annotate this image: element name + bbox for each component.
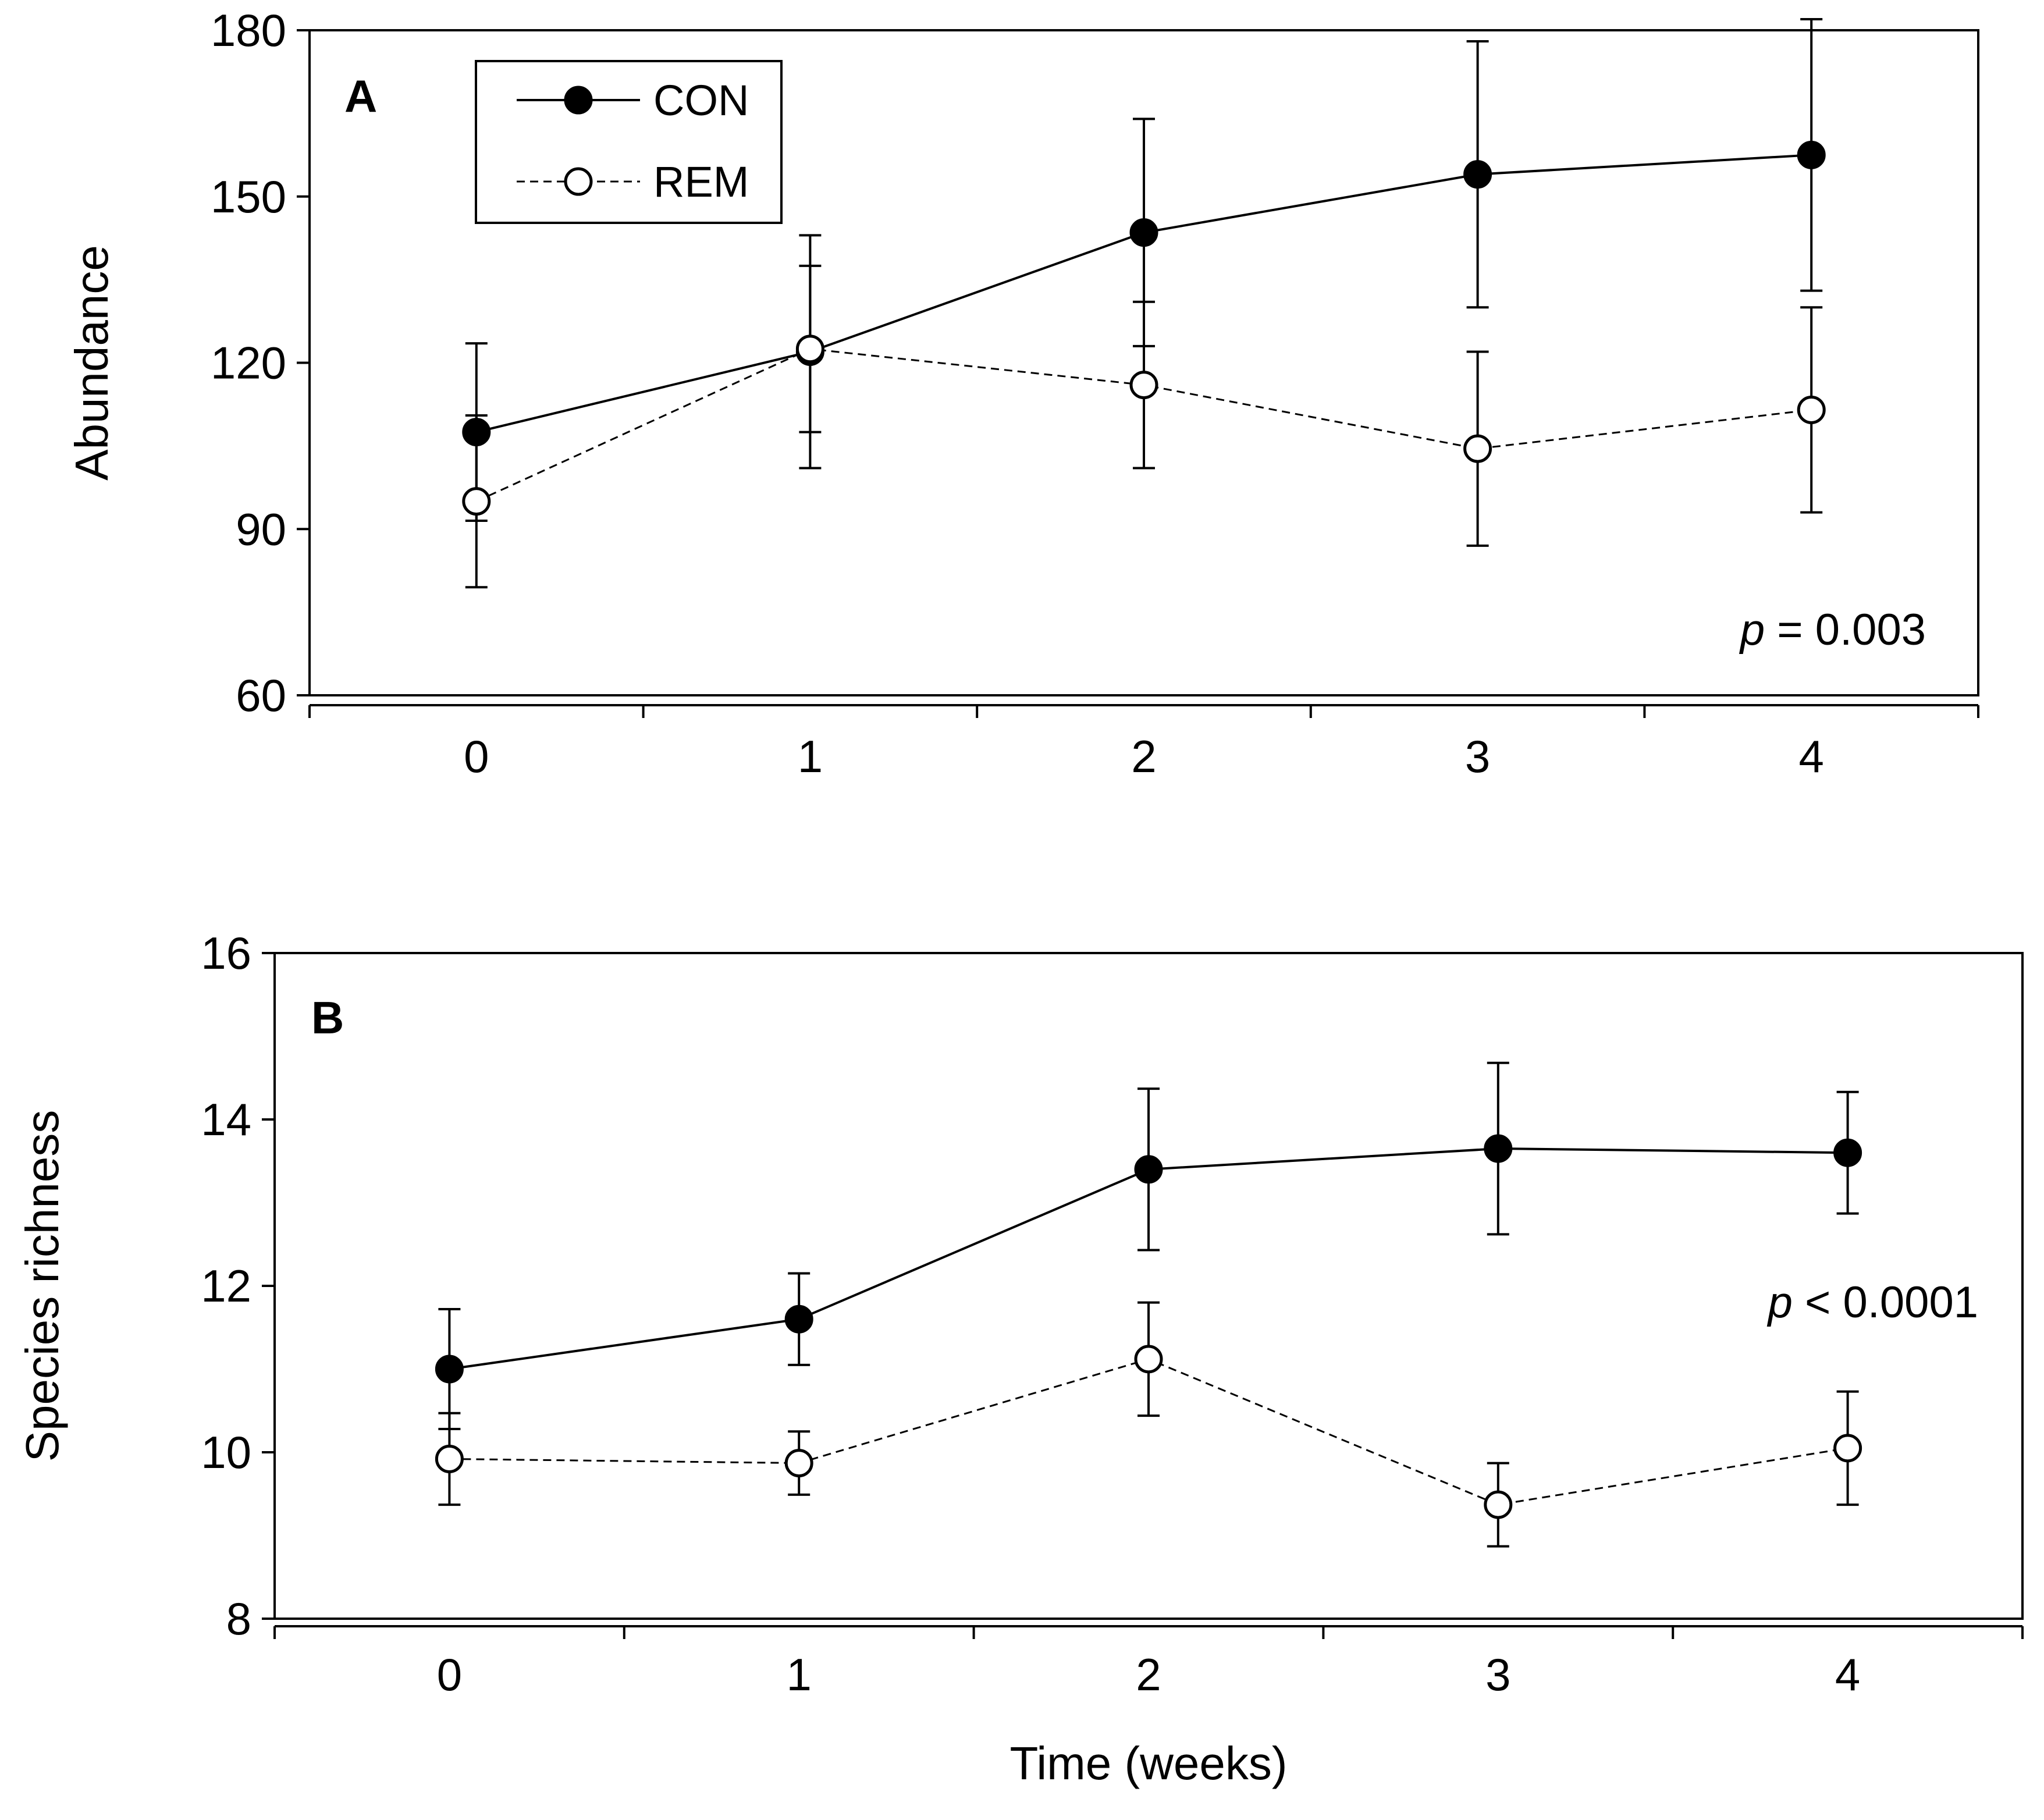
panel-a-rem-point <box>462 487 491 516</box>
panel-a-p-text: = 0.003 <box>1765 605 1926 655</box>
panel-a-con-point <box>1129 218 1158 247</box>
panel-b-p-value: p < 0.0001 <box>1767 1278 1978 1327</box>
panel-a-y-tick-label: 180 <box>211 5 286 56</box>
panel-b-rem-point <box>784 1449 813 1478</box>
legend-con-marker <box>564 86 593 115</box>
panel-b-x-tick-label: 4 <box>1835 1649 1860 1700</box>
panel-a-y-tick-label: 90 <box>236 503 286 554</box>
panel-a-chart: 60 90 120 150 180 0 1 2 3 4 Abundance Ap = 0.003 CON… <box>66 5 1979 782</box>
panel-a-x-tick-label: 2 <box>1131 731 1156 782</box>
panel-b-panel-letter: B <box>311 992 344 1043</box>
panel-b-p-text: < 0.0001 <box>1793 1278 1978 1327</box>
panel-a-y-tick-label: 150 <box>211 171 286 222</box>
legend-box <box>475 60 783 224</box>
panel-b-x-tick-label: 3 <box>1485 1649 1510 1700</box>
panel-a-x-tick-label: 4 <box>1799 731 1824 782</box>
panel-a-y-axis-title: Abundance <box>66 245 118 481</box>
panel-b-x-tick-label: 0 <box>437 1649 462 1700</box>
panel-a-con-point <box>1797 140 1826 169</box>
panel-a-panel-letter: A <box>344 70 377 122</box>
panel-b-y-tick-label: 14 <box>201 1094 251 1145</box>
panel-a-y-tick-label: 60 <box>236 670 286 721</box>
panel-b-con-point <box>784 1304 813 1334</box>
panel-b-rem-point <box>1134 1345 1163 1374</box>
panel-b-x-tick-label: 1 <box>787 1649 812 1700</box>
panel-a-con-point <box>462 418 491 447</box>
panel-a-x-tick-label: 1 <box>798 731 823 782</box>
panel-a-rem-point <box>795 335 824 364</box>
panel-b-x-tick-label: 2 <box>1136 1649 1161 1700</box>
panel-a-x-tick-label: 0 <box>464 731 489 782</box>
panel-a-x-tick-label: 3 <box>1465 731 1490 782</box>
panel-b-con-point <box>1134 1155 1163 1184</box>
panel-a-p-value: p = 0.003 <box>1739 605 1926 655</box>
panel-b-y-axis-title: Species richness <box>16 1110 68 1462</box>
panel-b-y-tick-label: 8 <box>226 1593 251 1644</box>
panel-b-rem-point <box>1833 1434 1862 1463</box>
panel-b-con-point <box>1833 1138 1862 1167</box>
panel-b-rem-point <box>435 1444 464 1473</box>
panel-b-con-point <box>435 1355 464 1384</box>
panel-a-y-tick-label: 120 <box>211 337 286 389</box>
legend-con-label: CON <box>653 76 749 125</box>
panel-a-con-point <box>1463 160 1492 189</box>
panel-b-y-tick-label: 10 <box>201 1427 251 1478</box>
panel-a-rem-point <box>1797 395 1826 424</box>
legend-rem-label: REM <box>653 158 749 206</box>
panel-b-p-symbol: p <box>1767 1278 1793 1327</box>
panel-b-rem-point <box>1484 1490 1513 1519</box>
panel-a-rem-point <box>1129 371 1158 400</box>
panel-b-plot-frame <box>273 952 2024 1620</box>
panel-b-y-tick-label: 16 <box>201 927 251 979</box>
panel-a-p-symbol: p <box>1739 605 1765 655</box>
panel-b-y-tick-label: 12 <box>201 1260 251 1311</box>
panel-b-con-point <box>1484 1134 1513 1163</box>
legend-rem-marker <box>564 167 593 196</box>
panel-a-rem-point <box>1463 434 1492 463</box>
panel-b-x-axis-title: Time (weeks) <box>1009 1737 1287 1789</box>
